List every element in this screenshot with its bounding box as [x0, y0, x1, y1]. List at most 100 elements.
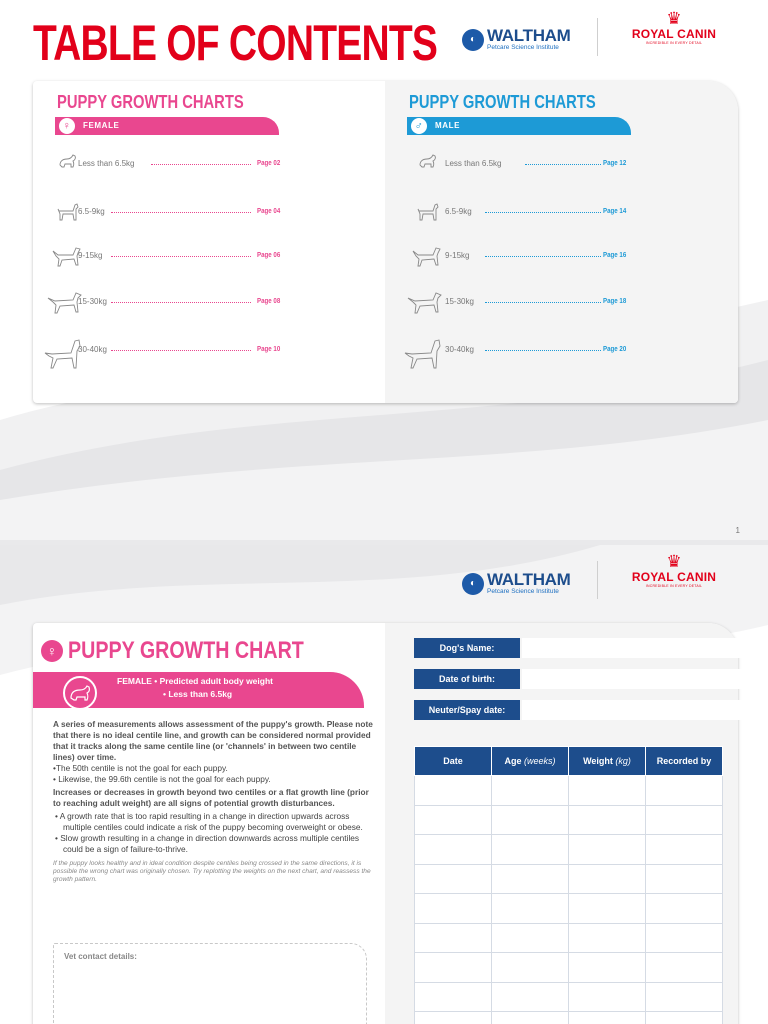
- page-reference: Page 02: [257, 158, 281, 167]
- dotted-leader: [111, 302, 251, 303]
- table-cell[interactable]: [645, 952, 723, 983]
- table-cell[interactable]: [645, 863, 723, 894]
- intro-paragraph: A series of measurements allows assessme…: [53, 719, 373, 762]
- male-toc-row[interactable]: 6.5-9kg Page 14: [397, 199, 677, 225]
- table-row: [414, 922, 723, 953]
- table-cell[interactable]: [414, 922, 492, 953]
- table-cell[interactable]: [645, 922, 723, 953]
- weight-range-label: Less than 6.5kg: [445, 159, 502, 168]
- royal-canin-subtitle: INCREDIBLE IN EVERY DETAIL: [645, 584, 703, 588]
- female-toc-row[interactable]: 6.5-9kg Page 04: [33, 199, 313, 225]
- table-cell[interactable]: [414, 775, 492, 806]
- dotted-leader: [151, 164, 251, 165]
- table-row: [414, 981, 723, 1012]
- weight-range-label: 30-40kg: [445, 345, 474, 354]
- table-row: [414, 834, 723, 865]
- royal-canin-logo: ♛ ROYAL CANIN INCREDIBLE IN EVERY DETAIL: [624, 10, 724, 46]
- vet-contact-box[interactable]: Vet contact details:: [53, 943, 367, 1024]
- table-cell[interactable]: [491, 863, 569, 894]
- dotted-leader: [485, 350, 601, 351]
- table-cell[interactable]: [645, 804, 723, 835]
- female-tag: ♀ FEMALE: [55, 117, 279, 135]
- weight-range-label: Less than 6.5kg: [78, 159, 135, 168]
- table-cell[interactable]: [414, 1011, 492, 1024]
- table-cell[interactable]: [491, 952, 569, 983]
- waltham-name: WALTHAM: [487, 570, 571, 589]
- dob-input[interactable]: [522, 669, 745, 689]
- page-reference: Page 18: [603, 296, 627, 305]
- neuter-input[interactable]: [522, 700, 745, 720]
- royal-canin-subtitle: INCREDIBLE IN EVERY DETAIL: [645, 41, 703, 45]
- table-cell[interactable]: [568, 834, 646, 865]
- dog-silhouette-icon: [55, 199, 81, 228]
- table-cell[interactable]: [414, 834, 492, 865]
- dog-silhouette-icon: [407, 289, 443, 320]
- page-reference: Page 08: [257, 296, 281, 305]
- table-cell[interactable]: [414, 952, 492, 983]
- col-date: Date: [414, 746, 492, 776]
- table-cell[interactable]: [568, 863, 646, 894]
- weight-range-label: 15-30kg: [445, 297, 474, 306]
- waltham-logo: ◐ WALTHAM Petcare Science Institute: [462, 571, 571, 596]
- table-cell[interactable]: [645, 981, 723, 1012]
- female-toc-row[interactable]: 30-40kg Page 10: [33, 337, 313, 369]
- table-cell[interactable]: [568, 1011, 646, 1024]
- table-cell[interactable]: [491, 893, 569, 924]
- table-cell[interactable]: [414, 981, 492, 1012]
- banner-line-2: • Less than 6.5kg: [163, 689, 233, 699]
- page-reference: Page 14: [603, 206, 627, 215]
- toc-page: TABLE OF CONTENTS ◐ WALTHAM Petcare Scie…: [0, 0, 768, 540]
- dotted-leader: [111, 350, 251, 351]
- male-heading: PUPPY GROWTH CHARTS: [409, 92, 596, 112]
- table-cell[interactable]: [414, 804, 492, 835]
- table-cell[interactable]: [491, 775, 569, 806]
- female-toc-row[interactable]: 15-30kg Page 08: [33, 289, 313, 315]
- dotted-leader: [111, 256, 251, 257]
- table-cell[interactable]: [568, 775, 646, 806]
- table-header-row: Date Age (weeks) Weight (kg) Recorded by: [414, 746, 723, 776]
- male-toc-row[interactable]: 15-30kg Page 18: [397, 289, 677, 315]
- waltham-name: WALTHAM: [487, 26, 571, 45]
- weight-range-label: 15-30kg: [78, 297, 107, 306]
- table-cell[interactable]: [568, 893, 646, 924]
- weight-range-label: 9-15kg: [445, 251, 470, 260]
- table-row: [414, 1011, 723, 1024]
- table-cell[interactable]: [568, 804, 646, 835]
- waltham-globe-icon: ◐: [462, 28, 484, 51]
- table-cell[interactable]: [568, 952, 646, 983]
- banner-line-1: FEMALE • Predicted adult body weight: [117, 676, 273, 686]
- male-toc-row[interactable]: 9-15kg Page 16: [397, 243, 677, 269]
- waltham-logo: ◐ WALTHAM Petcare Science Institute: [462, 27, 571, 52]
- male-toc-row[interactable]: 30-40kg Page 20: [397, 337, 677, 369]
- table-cell[interactable]: [645, 775, 723, 806]
- table-cell[interactable]: [414, 863, 492, 894]
- dog-name-input[interactable]: [522, 638, 745, 658]
- table-cell[interactable]: [491, 804, 569, 835]
- table-cell[interactable]: [491, 1011, 569, 1024]
- table-cell[interactable]: [568, 981, 646, 1012]
- male-tag: ♂ MALE: [407, 117, 631, 135]
- dotted-leader: [525, 164, 601, 165]
- table-cell[interactable]: [568, 922, 646, 953]
- royal-canin-name: ROYAL CANIN: [631, 570, 717, 584]
- table-cell[interactable]: [645, 834, 723, 865]
- bullet-2: • Slow growth resulting in a change in d…: [55, 833, 360, 854]
- female-toc-row[interactable]: Less than 6.5kg Page 02: [33, 151, 313, 177]
- female-toc-row[interactable]: 9-15kg Page 06: [33, 243, 313, 269]
- male-toc-row[interactable]: Less than 6.5kg Page 12: [397, 151, 677, 177]
- intro-bullet-1: •The 50th centile is not the goal for ea…: [53, 763, 228, 773]
- weight-range-label: 6.5-9kg: [78, 207, 105, 216]
- chart-title-row: ♀ PUPPY GROWTH CHART: [41, 637, 356, 665]
- table-cell[interactable]: [491, 981, 569, 1012]
- table-cell[interactable]: [491, 834, 569, 865]
- bullet-1: • A growth rate that is too rapid result…: [55, 811, 363, 832]
- dog-silhouette-icon: [415, 199, 441, 228]
- table-row: [414, 893, 723, 924]
- warning-paragraph: Increases or decreases in growth beyond …: [53, 787, 369, 808]
- table-cell[interactable]: [645, 893, 723, 924]
- table-cell[interactable]: [491, 922, 569, 953]
- table-cell[interactable]: [414, 893, 492, 924]
- table-cell[interactable]: [645, 1011, 723, 1024]
- col-weight: Weight (kg): [568, 746, 646, 776]
- col-age: Age (weeks): [491, 746, 569, 776]
